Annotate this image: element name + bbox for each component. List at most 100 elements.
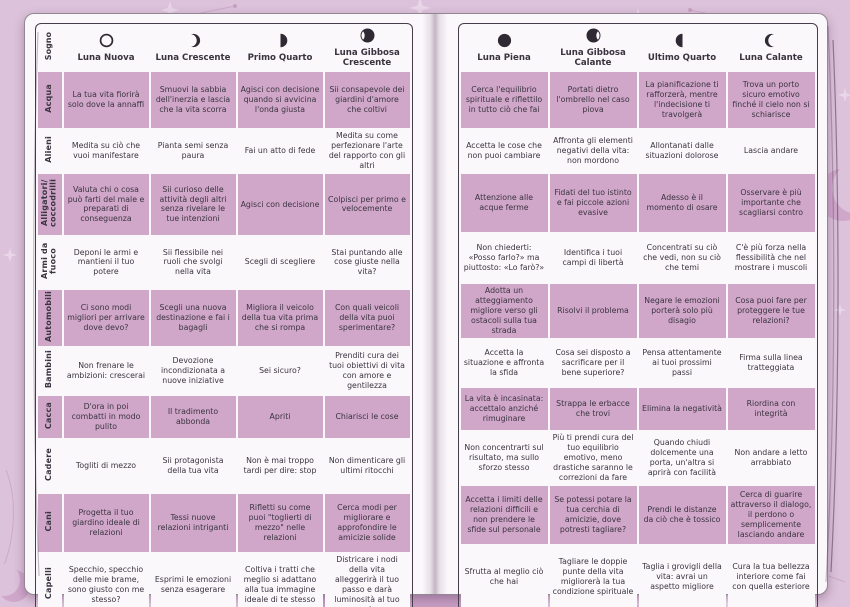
table-cell: Concentrati su ciò che vedi, non su ciò … [638,234,726,282]
waxing-gibbous-moon-icon [351,27,376,44]
table-cell: Tagliare le doppie punte della vita migl… [549,546,637,607]
table-row: Bambini Non frenare le ambizioni: crescer… [37,347,410,394]
first-quarter-moon-icon [272,32,289,49]
table-cell: Specchio, specchio delle mie brame, sono… [63,553,149,607]
table-cell: Elimina la negatività [638,388,726,430]
table-cell: Non concentrarti sul risultato, ma sullo… [460,432,548,484]
table-cell: Togliti di mezzo [63,439,149,492]
table-cell: Prenditi cura dei tuoi obiettivi di vita… [324,347,410,394]
row-label: Armi da fuoco [37,236,62,288]
table-row: Cerca l'equilibrio spirituale e rifletti… [460,72,815,128]
table-cell: Rifletti su come puoi "toglierti di mezz… [237,493,323,552]
column-label: Luna Piena [477,53,531,64]
table-cell: Riordina con integrità [727,388,815,430]
table-row: Alieni Medita su ciò che vuoi manifestare… [37,130,410,172]
table-cell: Sii curioso delle attività degli altri s… [150,174,236,235]
new-moon-icon [98,32,115,49]
table-cell: Quando chiudi dolcemente una porta, un'a… [638,432,726,484]
table-cell: Apriti [237,395,323,438]
table-row: Alligatori/ coccodrilli Valuta chi o cosa… [37,174,410,235]
table-cell: Firma sulla linea tratteggiata [727,340,815,386]
row-label: Alligatori/ coccodrilli [37,174,62,235]
table-row: Capelli Specchio, specchio delle mie bram… [37,553,410,607]
table-cell: Sei sicuro? [237,347,323,394]
table-cell: Fai un atto di fede [237,130,323,172]
table-cell: Non è mai troppo tardi per dire: stop [237,439,323,492]
table-row: Cacca D'ora in poi combatti in modo pulit… [37,395,410,438]
table-cell: Risolvi il problema [549,284,637,338]
table-cell: Medita su come perfezionare l'arte del r… [324,130,410,172]
right-page: Luna Piena Luna Gibbosa Calante Ultimo Qua… [448,14,827,607]
table-cell: Accetta i limiti delle relazioni diffici… [460,486,548,544]
table-cell: La pianificazione ti rafforzerà, mentre … [638,72,726,128]
column-header-first-quarter-moon: Primo Quarto [237,26,323,70]
table-cell: Devozione incondizionata a nuove iniziat… [150,347,236,394]
table-cell: Con quali veicoli della vita puoi sperim… [324,289,410,346]
table-cell: Medita su ciò che vuoi manifestare [63,130,149,172]
table-cell: Portati dietro l'ombrello nel caso piova [549,72,637,128]
table-cell: Valuta chi o cosa può farti del male e p… [63,174,149,235]
table-cell: Progetta il tuo giardino ideale di relaz… [63,493,149,552]
table-cell: Cerca modi per migliorare e approfondire… [324,493,410,552]
table-row: Non concentrarti sul risultato, ma sullo… [460,432,815,484]
table-row: Cadere Togliti di mezzo Sii protagonista d… [37,439,410,492]
table-cell: Cerca l'equilibrio spirituale e rifletti… [460,72,548,128]
constellation-line [3,469,14,566]
table-cell: Tessi nuove relazioni intriganti [150,493,236,552]
corner-label-sogno: Sogno [37,26,62,70]
table-cell: Non andare a letto arrabbiato [727,432,815,484]
table-cell: Cura la tua bellezza interiore come fai … [727,546,815,607]
table-cell: Affronta gli elementi negativi della vit… [549,130,637,172]
table-cell: Non chiederti: «Posso farlo?» ma piuttos… [460,234,548,282]
table-cell: Cosa puoi fare per proteggere le tue rel… [727,284,815,338]
table-cell: Accetta la situazione e affronta la sfid… [460,340,548,386]
table-cell: Non frenare le ambizioni: crescerai [63,347,149,394]
table-row: Accetta la situazione e affronta la sfid… [460,340,815,386]
table-cell: Migliora il veicolo della tua vita prima… [237,289,323,346]
book-spine [422,14,448,594]
book-spread: Sogno Luna Nuova Luna Crescente Primo Quart… [24,13,828,607]
column-header-waxing-gibbous-moon: Luna Gibbosa Crescente [324,26,410,70]
table-cell: Smuovi la sabbia dell'inerzia e lascia c… [150,72,236,128]
last-quarter-moon-icon [674,32,691,49]
row-label: Cacca [37,395,62,438]
column-header-full-moon: Luna Piena [460,26,548,70]
column-header-new-moon: Luna Nuova [63,26,149,70]
row-label: Automobili [37,289,62,346]
table-cell: Coltiva i tratti che meglio si adattano … [237,553,323,607]
table-cell: Identifica i tuoi campi di libertà [549,234,637,282]
table-cell: Chiarisci le cose [324,395,410,438]
column-label: Luna Nuova [77,53,135,64]
column-header-last-quarter-moon: Ultimo Quarto [638,26,726,70]
table-cell: Adesso è il momento di osare [638,174,726,232]
left-page: Sogno Luna Nuova Luna Crescente Primo Quart… [25,14,422,607]
table-cell: Deponi le armi e mantieni il tuo potere [63,236,149,288]
table-cell: Lascia andare [727,130,815,172]
row-label: Capelli [37,553,62,607]
table-cell: Osservare è più importante che scagliars… [727,174,815,232]
table-cell: Stai puntando alle cose giuste nella vit… [324,236,410,288]
column-label: Luna Crescente [155,53,231,64]
table-cell: Sii consapevole dei giardini d'amore che… [324,72,410,128]
table-cell: Se potessi potare la tua cerchia di amic… [549,486,637,544]
table-cell: Ci sono modi migliori per arrivare dove … [63,289,149,346]
left-page-table: Sogno Luna Nuova Luna Crescente Primo Quart… [34,23,413,607]
table-cell: Negare le emozioni porterà solo più disa… [638,284,726,338]
waxing-crescent-moon-icon [183,32,202,49]
table-cell: Taglia i grovigli della vita: avrai un a… [638,546,726,607]
column-header-waning-gibbous-moon: Luna Gibbosa Calante [549,26,637,70]
table-cell: Allontanati dalle situazioni dolorose [638,130,726,172]
table-cell: Sfrutta al meglio ciò che hai [460,546,548,607]
full-moon-icon [496,32,513,49]
table-cell: Pensa attentamente ai tuoi prossimi pass… [638,340,726,386]
table-cell: Scegli una nuova destinazione e fai i ba… [150,289,236,346]
table-row: Acqua La tua vita fiorirà solo dove la an… [37,72,410,128]
table-cell: Sii flessibile nei ruoli che svolgi nell… [150,236,236,288]
column-label: Luna Gibbosa Crescente [334,48,400,68]
table-cell: Il tradimento abbonda [150,395,236,438]
table-cell: Sii protagonista della tua vita [150,439,236,492]
table-cell: Prendi le distanze da ciò che è tossico [638,486,726,544]
row-label: Alieni [37,130,62,172]
table-cell: Attenzione alle acque ferme [460,174,548,232]
